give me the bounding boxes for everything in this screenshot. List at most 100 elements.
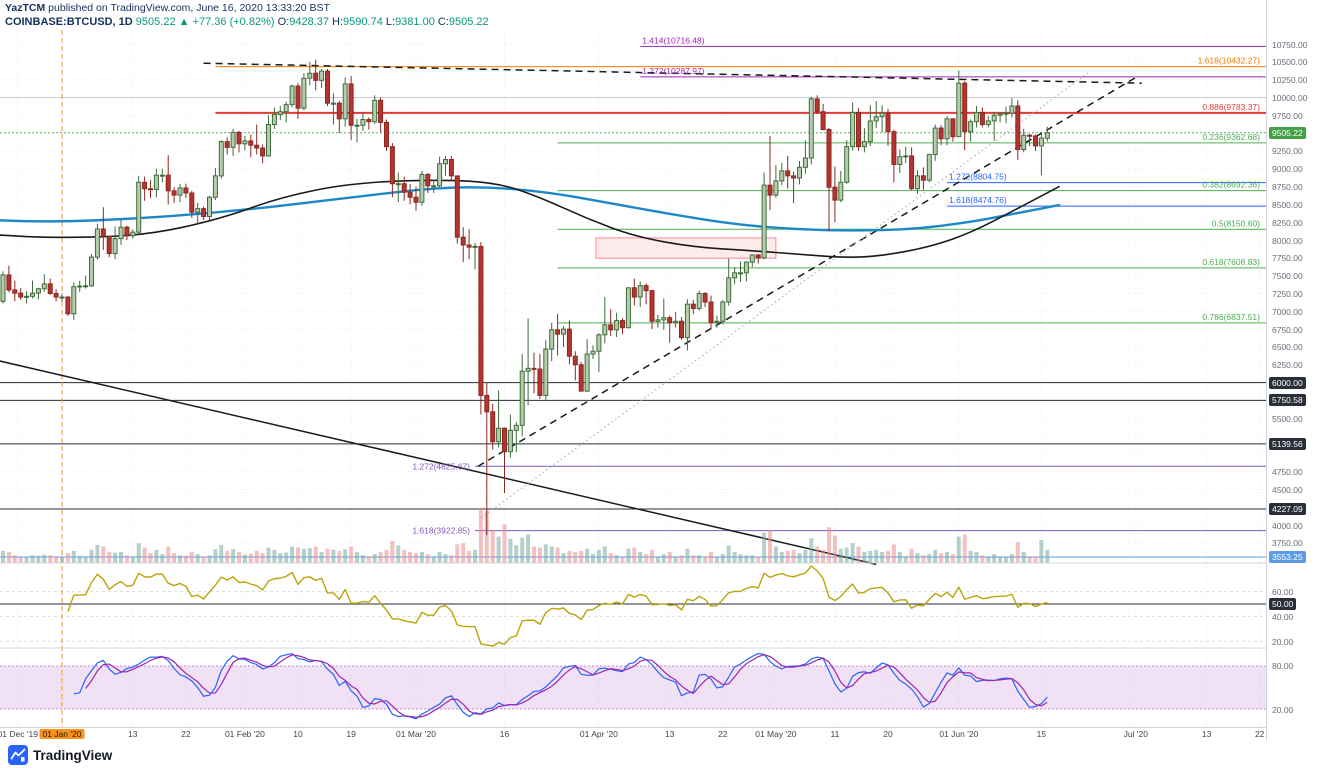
fib-label: 0.236(9362.68) [1202, 132, 1260, 142]
upper-dashed-resistance [203, 62, 1142, 84]
candle-body [153, 174, 159, 190]
candle-body [484, 394, 490, 413]
volume-bar [490, 530, 495, 563]
candle-body [808, 98, 814, 159]
candle-body [838, 181, 844, 201]
volume-bar [414, 553, 418, 563]
tradingview-logo[interactable]: TradingView [8, 745, 112, 765]
footer-bar: TradingView [0, 741, 1323, 768]
volume-bar [821, 549, 826, 563]
volume-bar [166, 546, 171, 563]
volume-bar [307, 548, 312, 563]
price-badge: 6000.00 [1269, 376, 1306, 389]
time-label: 01 Jun '20 [939, 729, 979, 739]
candle-body [165, 174, 171, 192]
chart-plot-area[interactable]: 1.414(10716.48) 1.618(10432.27) 1.272(1028… [0, 0, 1266, 727]
candle-body [283, 104, 289, 113]
candle-body [749, 254, 755, 263]
price-tick: 7500.00 [1272, 271, 1303, 282]
volume-bar [1004, 556, 1008, 563]
volume-bar [467, 550, 472, 563]
candle-body [419, 173, 425, 203]
time-label: 16 [499, 729, 510, 739]
candle-body [136, 181, 142, 233]
volume-bar [620, 557, 625, 563]
candle-body [950, 118, 956, 138]
volume-bar [290, 546, 295, 563]
price-tick: 7000.00 [1272, 306, 1303, 317]
candle-body [779, 170, 785, 182]
candle-body [561, 328, 566, 335]
volume-bar [655, 556, 660, 563]
candle-body [118, 226, 124, 240]
volume-bar [909, 548, 914, 563]
candle-body [844, 146, 850, 183]
candle-body [1015, 105, 1021, 150]
price-tick: 10250.00 [1272, 75, 1308, 86]
candle-body [897, 156, 903, 165]
volume-bar [319, 552, 324, 563]
volume-bar [632, 547, 637, 563]
volume-bar [927, 554, 932, 563]
volume-bar [189, 552, 194, 563]
candle-body [708, 301, 714, 324]
candle-body [413, 196, 419, 203]
stoch-k-line [73, 652, 1048, 720]
candle-body [991, 114, 997, 122]
time-label: 01 Dec '19 [0, 729, 38, 739]
volume-bar [880, 552, 885, 563]
candle-body [142, 181, 148, 190]
volume-bar [720, 554, 725, 563]
candle-body [248, 140, 254, 146]
volume-bar [679, 555, 684, 563]
candle-body [1003, 112, 1009, 115]
volume-bar [455, 544, 460, 563]
price-badge: 5139.56 [1269, 437, 1306, 450]
candle-body [372, 99, 378, 123]
price-tick: 9750.00 [1272, 110, 1303, 121]
volume-bar [124, 555, 129, 563]
time-label: 19 [346, 729, 356, 739]
candle-body [395, 183, 401, 186]
volume-bar [998, 557, 1003, 563]
candle-body [767, 184, 773, 196]
volume-bar [113, 552, 118, 563]
candle-body [448, 158, 454, 177]
candle-body [177, 187, 183, 196]
price-tick: 4500.00 [1272, 485, 1303, 495]
candle-body [47, 283, 53, 294]
volume-bar [301, 548, 306, 563]
stoch-tick: 80.00 [1272, 661, 1294, 672]
volume-bar [396, 545, 401, 563]
volume-bar [667, 552, 672, 563]
candle-body [655, 319, 661, 322]
volume-bar [408, 552, 413, 563]
price-badge: 5750.58 [1269, 394, 1306, 407]
candle-body [926, 153, 932, 181]
candle-body [502, 427, 507, 453]
rsi-tick: 60.00 [1272, 587, 1294, 598]
candle-body [566, 328, 572, 357]
price-axis[interactable]: 10750.00 10500.00 10250.00 10000.00 9750.00 9… [1266, 0, 1323, 741]
volume-bar [195, 554, 200, 563]
volume-bar [856, 546, 861, 563]
volume-bar [130, 556, 135, 563]
time-axis[interactable]: 01 Dec '19 01 Jan '20 13 22 01 Feb '20 10 19 01… [0, 727, 1266, 742]
volume-bar [756, 556, 761, 563]
price-tick: 10500.00 [1272, 57, 1308, 68]
volume-bar [520, 537, 525, 563]
candle-body [555, 329, 561, 335]
candle-body [572, 355, 578, 366]
candle-body [909, 155, 915, 190]
candle-body [714, 320, 720, 324]
candle-body [472, 245, 478, 248]
candle-body [425, 173, 431, 187]
candle-body [407, 191, 413, 198]
price-tick: 7250.00 [1272, 288, 1303, 299]
price-tick: 6250.00 [1272, 360, 1303, 371]
candle-body [201, 208, 207, 217]
volume-bar [526, 534, 531, 563]
supply-zone [595, 237, 777, 259]
candle-body [549, 329, 555, 350]
volume-bar [644, 554, 649, 563]
